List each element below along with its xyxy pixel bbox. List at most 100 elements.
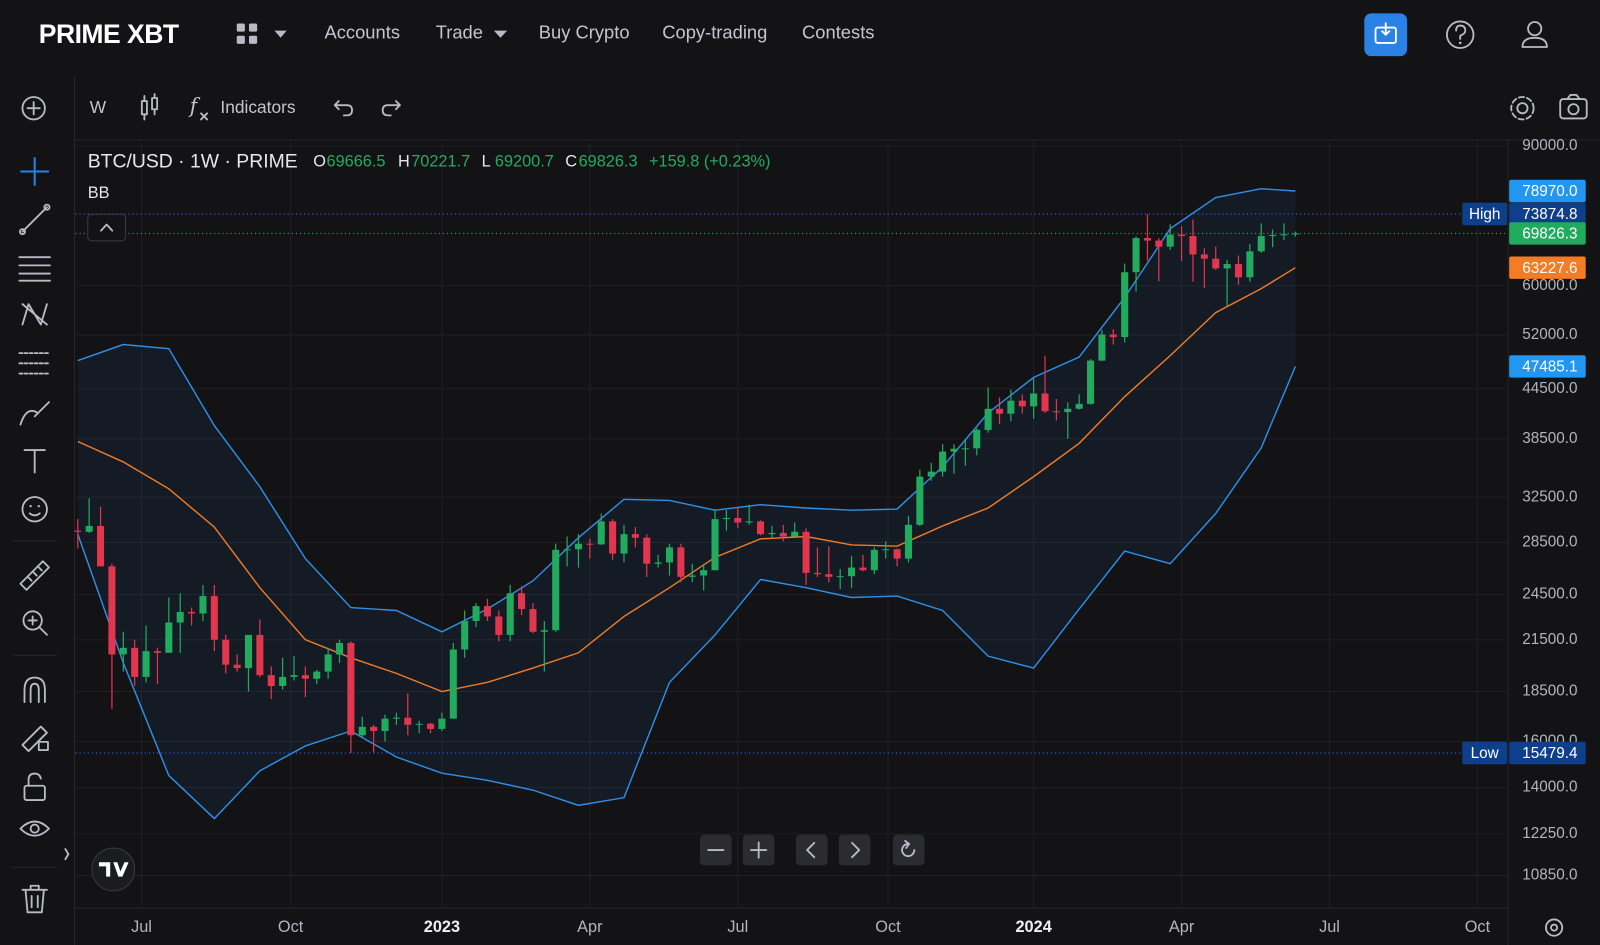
zoom-tool[interactable] [22, 610, 48, 636]
text-tool[interactable] [23, 449, 46, 474]
y-tick-label: 12250.0 [1522, 825, 1577, 842]
scroll-left-button[interactable] [795, 834, 828, 866]
nav-item[interactable]: Accounts [324, 22, 400, 43]
settings-icon[interactable] [1510, 96, 1535, 121]
y-tick-label: 28500.0 [1522, 534, 1577, 551]
candle-body [313, 671, 321, 679]
apps-menu[interactable] [236, 23, 287, 44]
y-tick-label: 52000.0 [1522, 326, 1577, 343]
trendline-tool[interactable] [18, 203, 51, 236]
y-tick-label: 90000.0 [1522, 137, 1577, 154]
candle-body [552, 549, 560, 631]
candle-body [188, 611, 196, 614]
deposit-button[interactable] [1364, 13, 1408, 57]
candle-body [1143, 238, 1151, 241]
candle-body [1007, 400, 1015, 414]
candle-body [427, 723, 435, 729]
emoji-tool[interactable] [21, 496, 48, 523]
candle-body [961, 448, 969, 450]
candle-body [711, 519, 719, 571]
delete-tool[interactable] [21, 884, 48, 914]
plot-area [74, 139, 1509, 909]
candle-body [404, 717, 412, 725]
low-label: 15479.4 [1522, 745, 1578, 762]
candle-body [233, 664, 241, 669]
help-icon[interactable] [1446, 20, 1475, 49]
collapse-legend-button[interactable] [87, 213, 127, 242]
y-tick-label: 18500.0 [1522, 683, 1577, 700]
zoom-in-button[interactable] [742, 834, 775, 866]
lock-drawings-tool[interactable] [21, 725, 49, 752]
interval-button[interactable]: W [90, 97, 107, 117]
candle-body [1178, 234, 1186, 237]
ohlc-value: 69826.3 [579, 153, 638, 171]
nav-item[interactable]: Copy-trading [662, 22, 767, 43]
bollinger-lower [77, 366, 1297, 820]
y-tick-label: 21500.0 [1522, 631, 1577, 648]
indicators-button[interactable]: Indicators [220, 97, 295, 117]
chart-type-icon[interactable] [140, 93, 159, 121]
lock-tool[interactable] [23, 772, 46, 801]
add-icon[interactable] [21, 96, 46, 121]
dropdown-caret[interactable] [493, 30, 508, 38]
crosshair-tool[interactable] [20, 157, 49, 186]
fib-tool[interactable] [18, 352, 51, 375]
nav-item[interactable]: Trade [436, 22, 483, 43]
candle-body [779, 532, 787, 537]
nav-item[interactable]: Contests [802, 22, 874, 43]
lines-tool[interactable] [18, 256, 51, 282]
undo-icon[interactable] [333, 100, 353, 117]
y-tick-label: 38500.0 [1522, 430, 1577, 447]
candle-body [995, 408, 1004, 414]
x-tick-label: Jul [1319, 918, 1340, 936]
candle-body [222, 639, 230, 665]
brush-tool[interactable] [19, 401, 50, 426]
candle-body [1132, 238, 1140, 273]
pattern-tool[interactable] [21, 303, 48, 326]
logo[interactable]: PRIME XBT [39, 19, 180, 49]
candle-body [836, 576, 844, 578]
candle-body [1189, 236, 1197, 255]
candle-body [882, 549, 890, 551]
x-tick-label: 2023 [424, 918, 460, 936]
candle-body [654, 562, 662, 564]
candle-body [1166, 234, 1174, 247]
candle-body [574, 543, 583, 550]
screenshot-icon[interactable] [1559, 94, 1588, 120]
collapse-toolbar[interactable] [64, 848, 70, 861]
candle-body [165, 622, 173, 653]
tradingview-logo[interactable] [91, 847, 136, 892]
high-tag [1509, 202, 1586, 226]
reset-button[interactable] [892, 834, 925, 866]
ohlc-value: 69666.5 [327, 153, 386, 171]
candle-body [142, 651, 150, 677]
zoom-out-button[interactable] [700, 834, 732, 866]
visibility-tool[interactable] [19, 820, 50, 837]
candle-body [927, 471, 935, 477]
nav-item[interactable]: Buy Crypto [539, 22, 630, 43]
ohlc-value: 69200.7 [495, 153, 554, 171]
candle-body [586, 543, 594, 545]
candle-body [540, 630, 548, 632]
ohlc-key: H [398, 153, 410, 171]
y-tick-label: 32500.0 [1522, 488, 1577, 505]
candle-body [1109, 334, 1117, 338]
ruler-tool[interactable] [19, 560, 50, 591]
candle-body [1075, 403, 1083, 409]
scroll-right-button[interactable] [838, 834, 871, 866]
ohlc-value: 70221.7 [411, 153, 470, 171]
candle-body [244, 634, 253, 669]
low-tag [1509, 741, 1586, 765]
candle-body [950, 448, 958, 452]
high-label: 73874.8 [1522, 206, 1577, 223]
axis-settings[interactable] [1545, 918, 1564, 937]
user-icon[interactable] [1521, 21, 1548, 48]
last-price-tag [1509, 222, 1586, 245]
candle-body [85, 525, 93, 532]
candle-body [973, 429, 981, 449]
candle-body [802, 531, 810, 573]
magnet-tool[interactable] [23, 676, 46, 704]
candle-body [597, 521, 605, 545]
candle-body [859, 567, 867, 571]
